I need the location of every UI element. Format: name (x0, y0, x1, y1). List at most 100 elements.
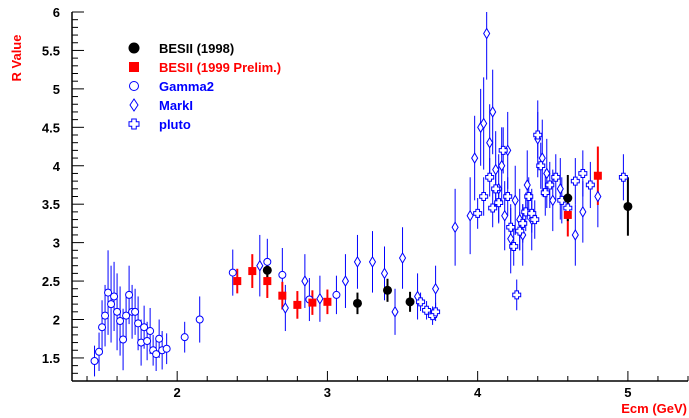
data-point (585, 180, 595, 190)
data-point (125, 290, 134, 299)
data-point (293, 300, 302, 309)
data-point (380, 267, 389, 280)
data-point (432, 282, 440, 295)
y-tick-label: 6 (53, 5, 60, 20)
data-point (498, 145, 508, 155)
data-point (368, 255, 377, 268)
data-point (543, 167, 551, 180)
data-point (533, 130, 543, 140)
data-point (398, 252, 407, 264)
data-point (233, 277, 242, 286)
data-point (471, 152, 479, 165)
data-point (352, 298, 362, 308)
data-point (195, 315, 204, 324)
data-point (129, 62, 139, 72)
y-tick-label: 1.5 (42, 351, 60, 366)
data-point (498, 159, 506, 172)
data-point (492, 163, 500, 176)
data-point (281, 301, 289, 314)
data-point (431, 307, 441, 317)
data-point (488, 203, 498, 213)
data-point (579, 205, 587, 218)
data-point (134, 319, 143, 328)
x-tick-label: 3 (324, 385, 331, 400)
legend-label: MarkI (159, 98, 193, 113)
data-point (523, 178, 531, 191)
y-tick-label: 3 (53, 236, 60, 251)
data-point (332, 290, 341, 299)
data-point (545, 180, 555, 190)
data-point (228, 268, 237, 277)
data-point (180, 333, 189, 342)
data-point (503, 192, 513, 201)
data-point (563, 210, 572, 219)
data-point (485, 172, 495, 182)
data-point (110, 292, 119, 301)
data-point (571, 228, 579, 241)
data-point (278, 291, 287, 300)
x-tick-label: 2 (174, 385, 181, 400)
data-point (129, 81, 139, 91)
data-point (491, 184, 501, 194)
data-point (556, 182, 564, 195)
data-point (521, 207, 531, 217)
data-point (405, 297, 415, 307)
data-point (593, 171, 602, 180)
data-point (483, 27, 491, 40)
axis-ticks (72, 11, 689, 382)
data-point (479, 192, 489, 201)
data-point (506, 222, 516, 232)
y-axis-label: R Value (9, 35, 24, 82)
data-point (128, 118, 140, 130)
data-point (594, 190, 602, 203)
data-point (540, 188, 550, 198)
data-point (98, 323, 107, 332)
data-point (551, 172, 561, 182)
data-point (515, 226, 525, 236)
data-point (416, 297, 426, 307)
data-point (113, 307, 122, 316)
x-tick-label: 4 (474, 385, 482, 400)
x-tick-label: 5 (624, 385, 631, 400)
data-point (155, 334, 164, 343)
data-point (451, 221, 459, 234)
data-point (353, 255, 362, 268)
y-tick-label: 2 (53, 313, 60, 328)
data-point (95, 347, 104, 356)
x-axis-label: Ecm (GeV) (621, 401, 687, 416)
data-point (101, 311, 110, 320)
data-point (90, 357, 99, 366)
data-point (263, 257, 272, 266)
data-point (104, 288, 113, 297)
data-point (618, 172, 628, 182)
data-point (536, 161, 546, 171)
tick-labels: 2 3 4 5 1.5 2 2.5 3 3.5 4 4.5 5 5.5 6 (42, 5, 632, 400)
data-point (119, 335, 128, 344)
legend: BESII (1998) BESII (1999 Prelim.) Gamma2 Ma… (128, 41, 281, 132)
data-point (248, 267, 257, 276)
data-point (507, 232, 515, 245)
data-point (570, 176, 580, 186)
y-tick-label: 5.5 (42, 43, 60, 58)
data-point (509, 241, 519, 251)
data-point (308, 298, 317, 307)
data-point (480, 117, 488, 130)
data-point (323, 297, 332, 306)
data-point (341, 275, 350, 288)
data-point (623, 201, 633, 211)
data-point (473, 208, 483, 218)
data-point (466, 209, 474, 222)
legend-label: pluto (159, 117, 191, 132)
data-point (128, 42, 140, 54)
data-point (511, 194, 519, 207)
data-point (549, 194, 557, 207)
data-point (489, 105, 497, 118)
data-point (316, 292, 324, 305)
data-point (563, 193, 573, 203)
data-points (90, 27, 633, 366)
data-point (140, 323, 149, 332)
data-point (486, 136, 494, 149)
legend-label: BESII (1999 Prelim.) (159, 60, 281, 75)
data-point (129, 98, 139, 112)
data-point (563, 203, 573, 213)
